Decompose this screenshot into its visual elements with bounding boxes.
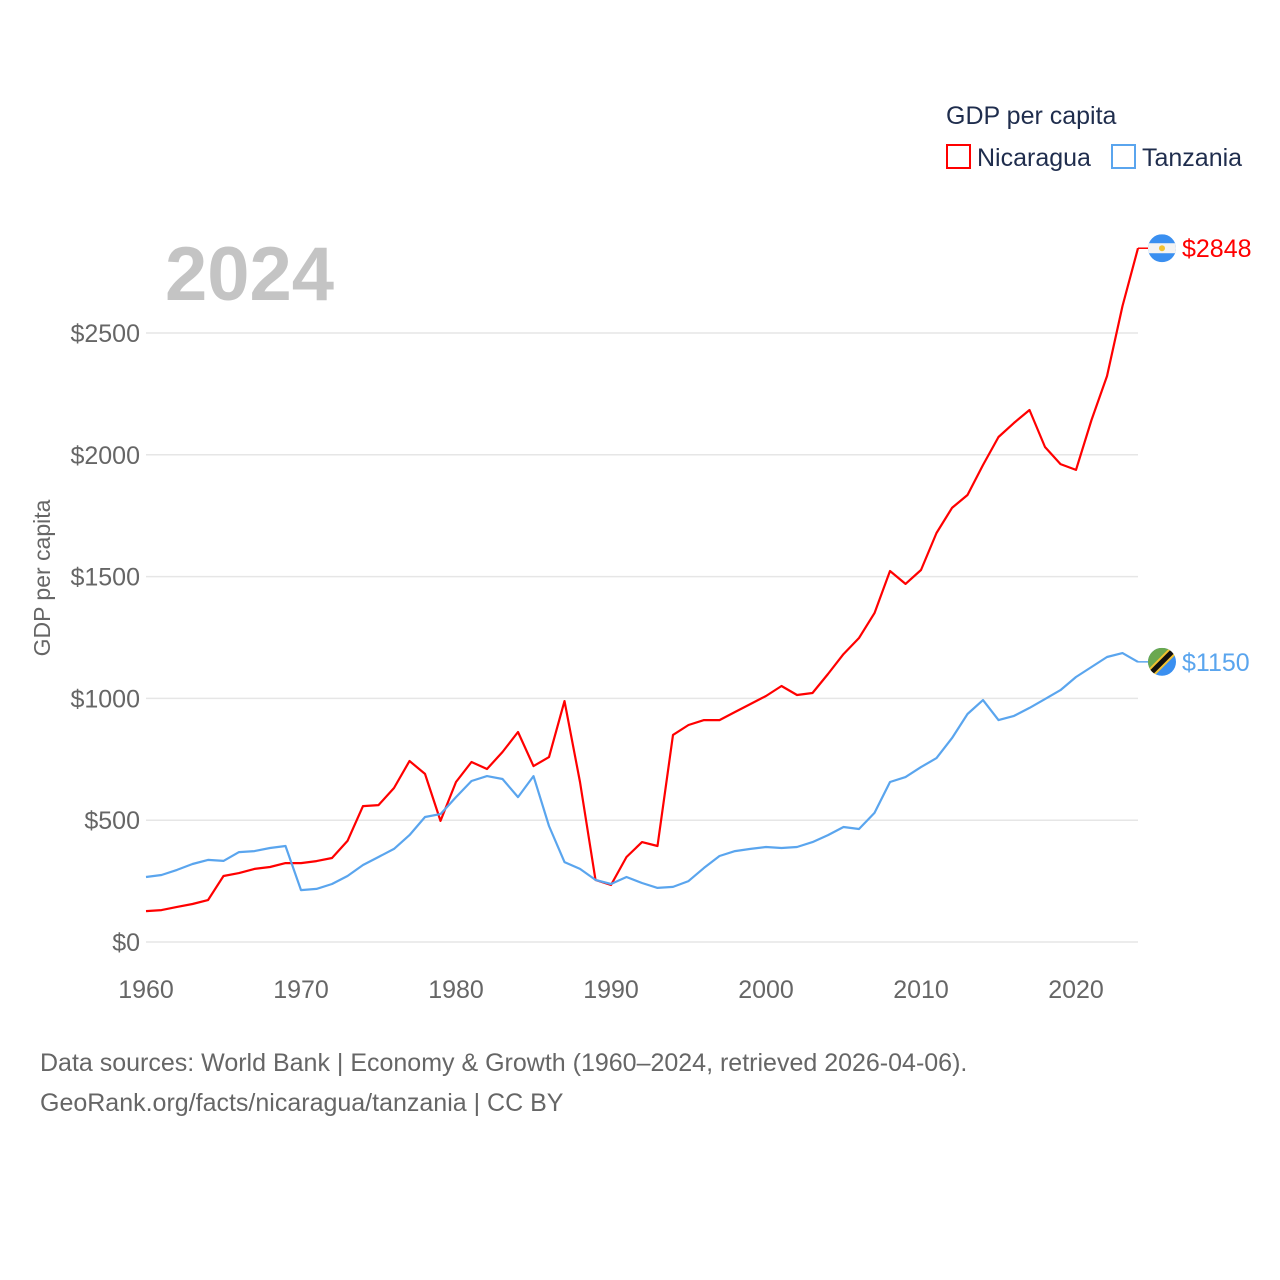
footer: Data sources: World Bank | Economy & Gro… [40, 1043, 967, 1123]
x-tick-label: 2010 [893, 976, 949, 1004]
data-sources-text: Data sources: World Bank | Economy & Gro… [40, 1049, 968, 1077]
tanzania-flag-icon [1148, 647, 1176, 676]
x-tick-label: 1980 [428, 976, 484, 1004]
series-line-tanzania [145, 652, 1139, 892]
legend-item-tanzania[interactable]: Tanzania [1111, 144, 1242, 172]
nicaragua-flag-icon [1148, 234, 1176, 263]
legend-swatch-tanzania [1111, 144, 1136, 169]
x-tick-label: 2020 [1048, 976, 1104, 1004]
legend-title: GDP per capita [946, 102, 1117, 130]
legend-label-tanzania: Tanzania [1142, 144, 1242, 172]
end-value-label-nicaragua: $2848 [1182, 235, 1252, 263]
y-axis-ticks: $0 $500 $1000 $1500 $2000 $2500 [70, 320, 140, 957]
x-tick-label: 1970 [273, 976, 329, 1004]
y-tick-label: $2000 [70, 442, 140, 470]
x-axis-ticks: 1960 1970 1980 1990 2000 2010 2020 [118, 976, 1104, 1004]
x-tick-label: 1990 [583, 976, 639, 1004]
y-tick-label: $1000 [70, 685, 140, 713]
legend-item-nicaragua[interactable]: Nicaragua [946, 144, 1091, 172]
y-tick-label: $0 [112, 929, 140, 957]
legend-label-nicaragua: Nicaragua [977, 144, 1091, 172]
gridlines [146, 332, 1138, 943]
x-tick-label: 2000 [738, 976, 794, 1004]
y-tick-label: $1500 [70, 564, 140, 592]
series-line-nicaragua [145, 247, 1140, 913]
line-chart: $0$500$1000$1500$2000$2500 1960 1970 1980 1… [29, 102, 1252, 1004]
series-end-labels: $2848 $1150 [1138, 234, 1252, 677]
y-tick-label: $500 [84, 807, 140, 835]
source-link[interactable]: GeoRank.org/facts/nicaragua/tanzania | C… [40, 1089, 564, 1117]
y-axis-label: GDP per capita [29, 499, 55, 656]
end-value-label-tanzania: $1150 [1182, 649, 1250, 677]
series-lines [145, 247, 1140, 913]
legend-swatch-nicaragua [946, 144, 971, 169]
x-tick-label: 1960 [118, 976, 174, 1004]
y-tick-label: $2500 [70, 320, 140, 348]
year-watermark: 2024 [165, 232, 334, 317]
